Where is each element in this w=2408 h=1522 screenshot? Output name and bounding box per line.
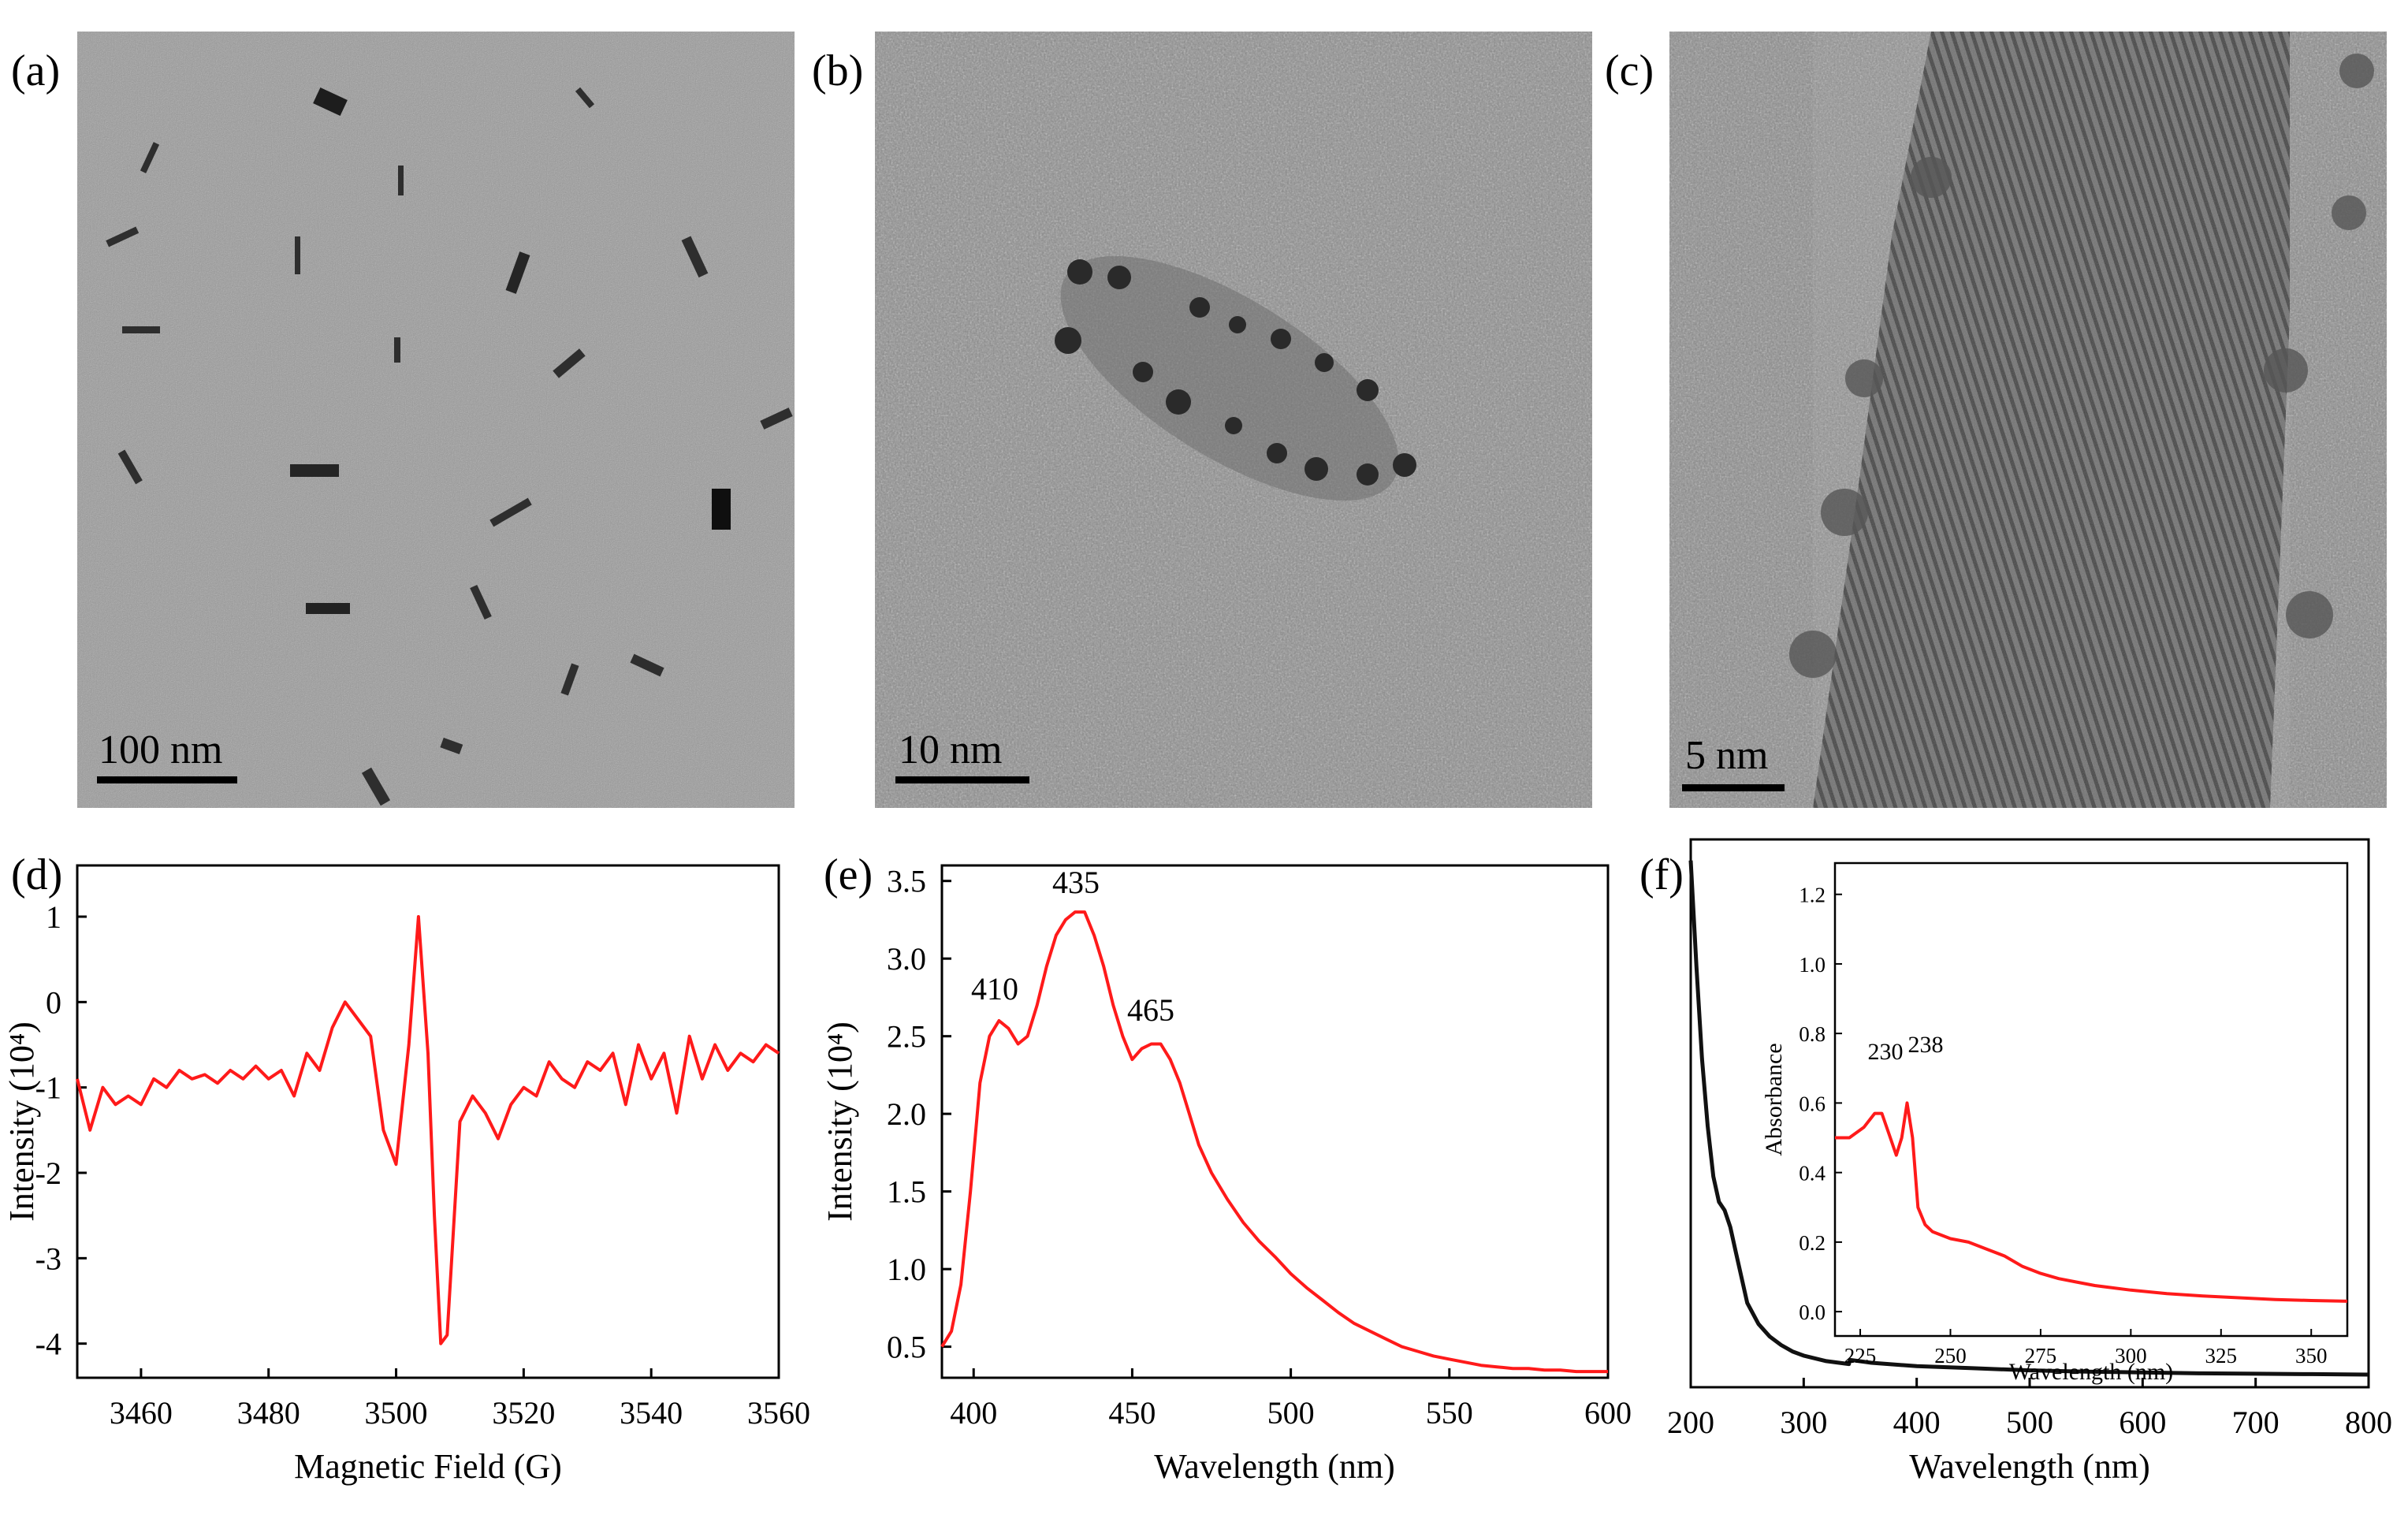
y-tick-label: 1.2 bbox=[1799, 884, 1826, 907]
y-tick-label: 0.0 bbox=[1799, 1301, 1826, 1324]
x-tick-label: 550 bbox=[1426, 1395, 1473, 1431]
y-axis-title-d: Intensity (10⁴) bbox=[2, 1021, 41, 1222]
x-tick-label: 325 bbox=[2205, 1344, 2238, 1368]
plot-frame-d bbox=[76, 864, 780, 1379]
x-tick-label: 400 bbox=[950, 1395, 997, 1431]
x-tick-label: 600 bbox=[1584, 1395, 1632, 1431]
tem-image-single-rod: 10 nm bbox=[875, 32, 1592, 808]
x-tick-label: 225 bbox=[1844, 1344, 1877, 1368]
x-tick-label: 300 bbox=[2115, 1344, 2147, 1368]
y-tick-label: 1.5 bbox=[887, 1174, 926, 1210]
quantum-dots bbox=[1055, 259, 1416, 486]
x-tick-label: 3480 bbox=[237, 1395, 300, 1431]
y-tick-label: 2.0 bbox=[887, 1096, 926, 1132]
y-tick-label: -1 bbox=[35, 1070, 61, 1106]
y-tick-label: 3.5 bbox=[887, 864, 926, 899]
x-tick-label: 3560 bbox=[747, 1395, 810, 1431]
inset-x-axis-title: Wavelength (nm) bbox=[2009, 1359, 2173, 1385]
panel-e-label: (e) bbox=[824, 850, 873, 899]
panel-f: (f) 200 300 400 500 600 700 800 Wavelength (nm… bbox=[1639, 838, 2392, 1486]
x-axis-title-d: Magnetic Field (G) bbox=[294, 1447, 562, 1486]
epr-curve bbox=[76, 915, 780, 1345]
panel-b-label: (b) bbox=[812, 47, 863, 95]
inset-y-axis-title: Absorbance bbox=[1761, 1043, 1787, 1155]
y-tick-label: 0.6 bbox=[1799, 1092, 1826, 1115]
y-tick-label: -4 bbox=[35, 1327, 61, 1362]
x-tick-label: 3520 bbox=[492, 1395, 555, 1431]
panel-c-label: (c) bbox=[1605, 47, 1654, 95]
inset-frame bbox=[1833, 861, 2349, 1338]
x-tick-label: 400 bbox=[1893, 1405, 1941, 1440]
x-tick-label: 250 bbox=[1934, 1344, 1967, 1368]
panel-d: (d) 3460 3480 3500 3520 3540 3560 1 0 -1 -2 -3 -4 M… bbox=[2, 850, 810, 1486]
inset-plot: 225 250 275 300 325 3500.00.20.40.60.81.01.2 … bbox=[1761, 861, 2349, 1385]
inset-axis-ticks: 225 250 275 300 325 350 0.0 0.2 0.4 0.6 0.8 1.0 1.2 bbox=[1799, 884, 2327, 1368]
y-tick-label: -2 bbox=[35, 1155, 61, 1191]
y-tick-label: 1.0 bbox=[887, 1252, 926, 1287]
y-tick-label: 3.0 bbox=[887, 941, 926, 977]
panel-e: (e) 400 450 500 550 600 0.5 1.0 1.5 2.0 2.5 3.0 3.5… bbox=[821, 850, 1632, 1486]
panel-a: (a) bbox=[11, 32, 795, 808]
axis-ticks-f: 200 300 400 500 600 700 800 bbox=[1667, 1378, 2392, 1440]
y-tick-label: -3 bbox=[35, 1241, 61, 1276]
x-tick-label: 3500 bbox=[365, 1395, 428, 1431]
x-tick-label: 3460 bbox=[110, 1395, 173, 1431]
hrtem-lattice-image: 5 nm bbox=[1669, 32, 2387, 808]
x-tick-label: 300 bbox=[1780, 1405, 1827, 1440]
x-tick-label: 800 bbox=[2345, 1405, 2392, 1440]
panel-a-label: (a) bbox=[11, 47, 60, 95]
inset-peak-label-230: 230 bbox=[1868, 1039, 1904, 1065]
pl-curve bbox=[940, 910, 1608, 1374]
y-tick-label: 0 bbox=[46, 984, 61, 1020]
y-tick-label: 0.8 bbox=[1799, 1022, 1826, 1046]
inset-peak-label-238: 238 bbox=[1908, 1032, 1944, 1058]
nanorods bbox=[106, 87, 793, 806]
axis-ticks-d: 3460 3480 3500 3520 3540 3560 1 0 -1 -2 -3 -4 bbox=[35, 899, 810, 1431]
plot-frame-e bbox=[940, 864, 1610, 1379]
x-axis-title-f: Wavelength (nm) bbox=[1909, 1447, 2150, 1486]
scale-bar-label-a: 100 nm bbox=[99, 728, 222, 772]
y-tick-label: 0.4 bbox=[1799, 1162, 1826, 1185]
absorbance-curve bbox=[1688, 860, 2369, 1377]
x-tick-label: 350 bbox=[2295, 1344, 2328, 1368]
x-tick-label: 700 bbox=[2232, 1405, 2280, 1440]
x-tick-label: 500 bbox=[1267, 1395, 1315, 1431]
x-axis-title-e: Wavelength (nm) bbox=[1154, 1447, 1395, 1486]
x-tick-label: 500 bbox=[2006, 1405, 2053, 1440]
scale-bar-a bbox=[97, 776, 237, 783]
y-tick-label: 1 bbox=[46, 899, 61, 935]
x-tick-label: 275 bbox=[2025, 1344, 2057, 1368]
y-tick-label: 1.0 bbox=[1799, 953, 1826, 977]
y-tick-label: 0.5 bbox=[887, 1330, 926, 1365]
x-tick-label: 200 bbox=[1667, 1405, 1714, 1440]
scale-bar-label-c: 5 nm bbox=[1685, 733, 1768, 778]
y-axis-title-e: Intensity (10⁴) bbox=[821, 1021, 859, 1222]
inset-absorbance-curve bbox=[1835, 1101, 2348, 1303]
panel-f-label: (f) bbox=[1639, 850, 1684, 899]
y-tick-label: 2.5 bbox=[887, 1019, 926, 1055]
y-tick-label: 0.2 bbox=[1799, 1231, 1826, 1255]
scale-bar-label-b: 10 nm bbox=[899, 728, 1002, 772]
panel-b: (b) 10 nm bbox=[812, 32, 1592, 808]
tem-image-low-mag: 100 nm bbox=[77, 32, 795, 808]
axis-ticks-e: 400 450 500 550 600 0.5 1.0 1.5 2.0 2.5 3.0 3.5 bbox=[887, 864, 1632, 1431]
scale-bar-c bbox=[1682, 784, 1785, 791]
x-tick-label: 450 bbox=[1108, 1395, 1156, 1431]
x-tick-label: 600 bbox=[2119, 1405, 2166, 1440]
peak-label-410: 410 bbox=[971, 971, 1018, 1007]
panel-c: (c) 5 nm bbox=[1605, 32, 2387, 808]
peak-label-435: 435 bbox=[1052, 865, 1100, 900]
panel-d-label: (d) bbox=[11, 850, 62, 899]
scale-bar-b bbox=[895, 776, 1029, 783]
peak-label-465: 465 bbox=[1127, 992, 1174, 1028]
x-tick-label: 3540 bbox=[620, 1395, 683, 1431]
